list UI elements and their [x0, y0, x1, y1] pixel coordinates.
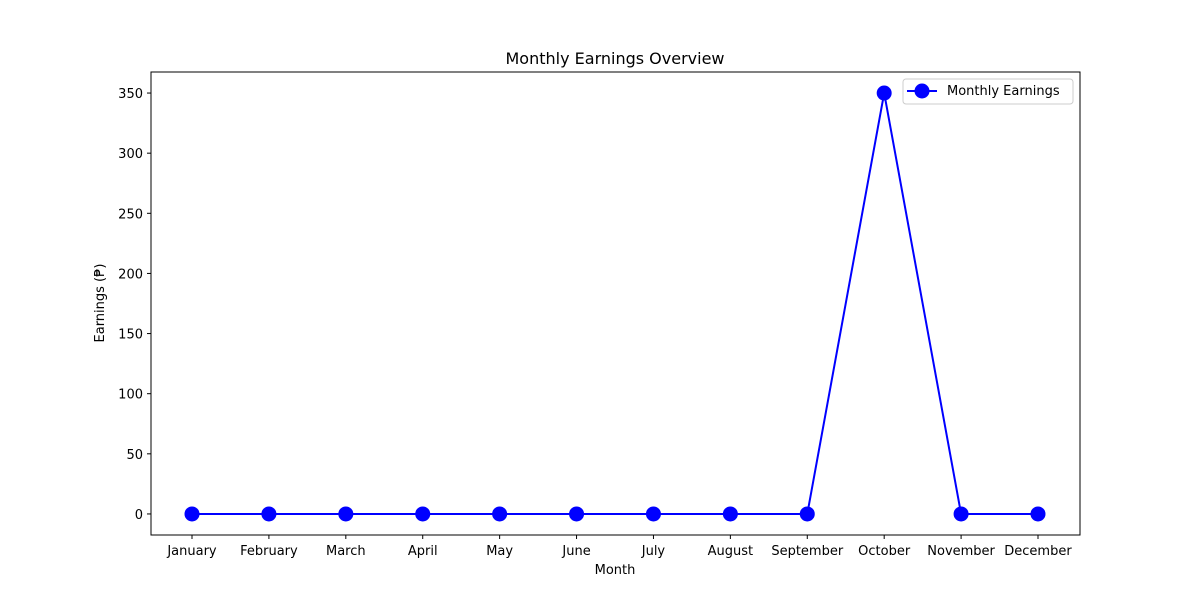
data-point-marker	[492, 506, 508, 522]
plot-frame	[150, 71, 1081, 536]
x-tick-label: March	[326, 544, 366, 559]
y-tick-label: 300	[118, 147, 143, 162]
legend-label: Monthly Earnings	[947, 84, 1060, 99]
x-tick-label: December	[1004, 544, 1072, 559]
y-tick-label: 150	[118, 328, 143, 343]
x-axis-label: Month	[595, 563, 636, 578]
data-point-marker	[184, 506, 200, 522]
legend-box	[902, 78, 1074, 105]
x-tick-label: August	[708, 544, 754, 559]
legend: Monthly Earnings	[902, 78, 1074, 105]
y-tick-label: 50	[126, 448, 143, 463]
x-tick-label: May	[486, 544, 513, 559]
x-tick-label: June	[561, 544, 590, 559]
series-line	[192, 92, 1038, 515]
x-tick-label: September	[771, 544, 844, 559]
data-point-marker	[569, 506, 585, 522]
x-tick-label: October	[858, 544, 911, 559]
y-tick-label: 350	[118, 87, 143, 102]
x-tick-label: April	[408, 544, 438, 559]
plot-area: 0 50 100 150 200 250 300 350 January February Marc…	[118, 85, 1072, 559]
data-point-marker	[338, 506, 354, 522]
x-tick-label: January	[166, 544, 217, 559]
data-point-marker	[876, 85, 892, 101]
y-tick-label: 250	[118, 207, 143, 222]
y-tick-label: 0	[135, 508, 143, 523]
data-point-marker	[722, 506, 738, 522]
chart-title: Monthly Earnings Overview	[506, 49, 725, 68]
data-point-marker	[953, 506, 969, 522]
y-axis-label: Earnings (₱)	[93, 264, 108, 343]
x-tick-label: July	[641, 544, 666, 559]
x-tick-label: November	[927, 544, 995, 559]
data-point-marker	[645, 506, 661, 522]
y-tick-label: 200	[118, 267, 143, 282]
data-point-marker	[415, 506, 431, 522]
legend-marker-icon	[914, 83, 930, 99]
y-tick-label: 100	[118, 388, 143, 403]
x-tick-label: February	[240, 544, 298, 559]
data-point-marker	[1030, 506, 1046, 522]
data-point-marker	[799, 506, 815, 522]
data-point-marker	[261, 506, 277, 522]
